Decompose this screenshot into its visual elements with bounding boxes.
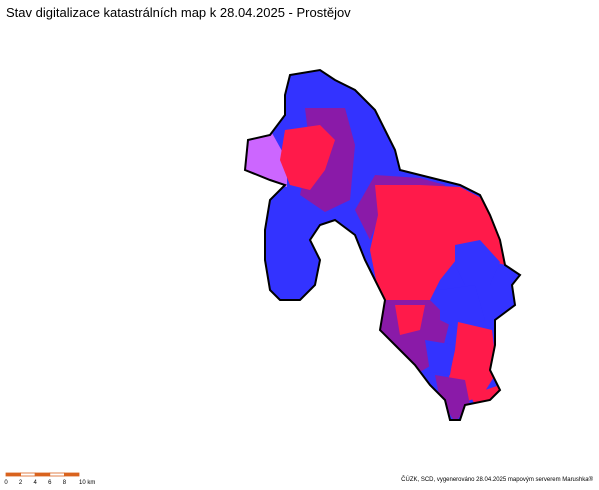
region-blue	[425, 340, 455, 375]
district-border	[243, 68, 522, 421]
region-red	[370, 185, 505, 320]
scale-segment	[49, 472, 65, 477]
scale-label: 0	[4, 480, 8, 486]
region-red	[280, 125, 335, 190]
scale-bar: 0 2 4 6 8 10 km	[4, 472, 95, 486]
scale-label: 8	[63, 480, 67, 486]
region-purple	[435, 375, 470, 420]
regions	[245, 70, 520, 420]
scale-label: 6	[48, 480, 52, 486]
region-blue	[440, 285, 485, 330]
scale-segment	[64, 472, 80, 477]
region-red	[395, 305, 425, 335]
scale-label: 4	[34, 480, 38, 486]
credit: ČÚZK, SCD, vygenerováno 28.04.2025 mapov…	[401, 477, 593, 483]
scale-segment	[5, 472, 22, 477]
scale-segment	[34, 472, 51, 477]
scale-label: 10 km	[79, 480, 95, 486]
region-blue	[455, 240, 500, 285]
scale-label: 2	[19, 480, 23, 486]
scale-segment	[20, 472, 36, 477]
map-title: Stav digitalizace katastrálních map k 28…	[6, 5, 351, 20]
